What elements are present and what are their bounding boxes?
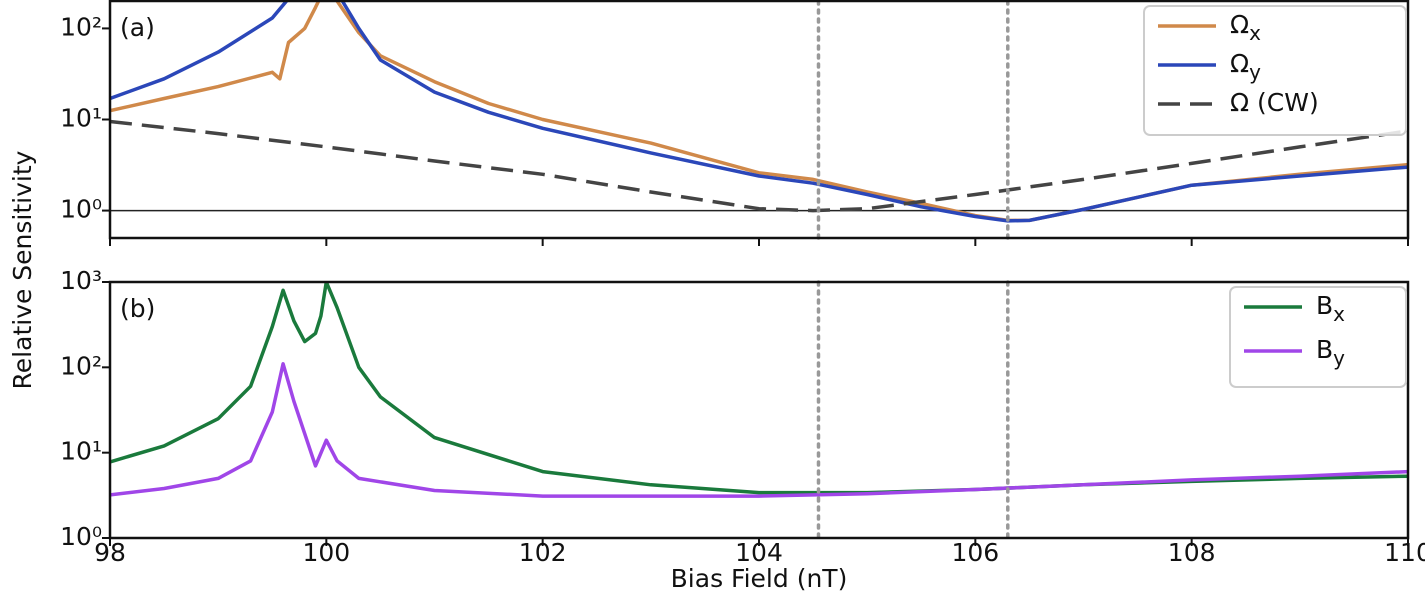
y-tick-label: 10¹ xyxy=(60,104,102,133)
panel-label: (a) xyxy=(120,13,155,42)
x-tick-label: 100 xyxy=(302,538,350,567)
y-tick-label: 10² xyxy=(60,12,102,41)
x-tick-label: 106 xyxy=(951,538,999,567)
x-tick-label: 102 xyxy=(519,538,567,567)
series-line xyxy=(110,119,1408,213)
y-tick-label: 10² xyxy=(60,351,102,380)
x-axis-label: Bias Field (nT) xyxy=(671,564,848,593)
y-axis-label: Relative Sensitivity xyxy=(8,150,37,389)
plot-area xyxy=(110,282,1408,498)
x-tick-label: 110 xyxy=(1384,538,1425,567)
x-tick-label: 108 xyxy=(1168,538,1216,567)
y-tick-label: 10⁰ xyxy=(60,195,102,224)
x-tick-label: 104 xyxy=(735,538,783,567)
plot-area xyxy=(110,1,1408,223)
axes-frame xyxy=(108,280,1410,540)
legend-label: Ω (CW) xyxy=(1230,88,1319,117)
y-tick-label: 10¹ xyxy=(60,437,102,466)
legend-box xyxy=(1229,286,1407,388)
series-line xyxy=(110,282,1408,495)
y-tick-label: 10⁰ xyxy=(60,522,102,551)
x-tick-label: 98 xyxy=(94,538,126,567)
panel-label: (b) xyxy=(120,294,155,323)
legend-label: Bx xyxy=(1316,291,1345,326)
y-tick-label: 10³ xyxy=(60,266,102,295)
series-line xyxy=(110,362,1408,498)
series-line xyxy=(110,1,1408,223)
legend-label: By xyxy=(1316,335,1345,370)
